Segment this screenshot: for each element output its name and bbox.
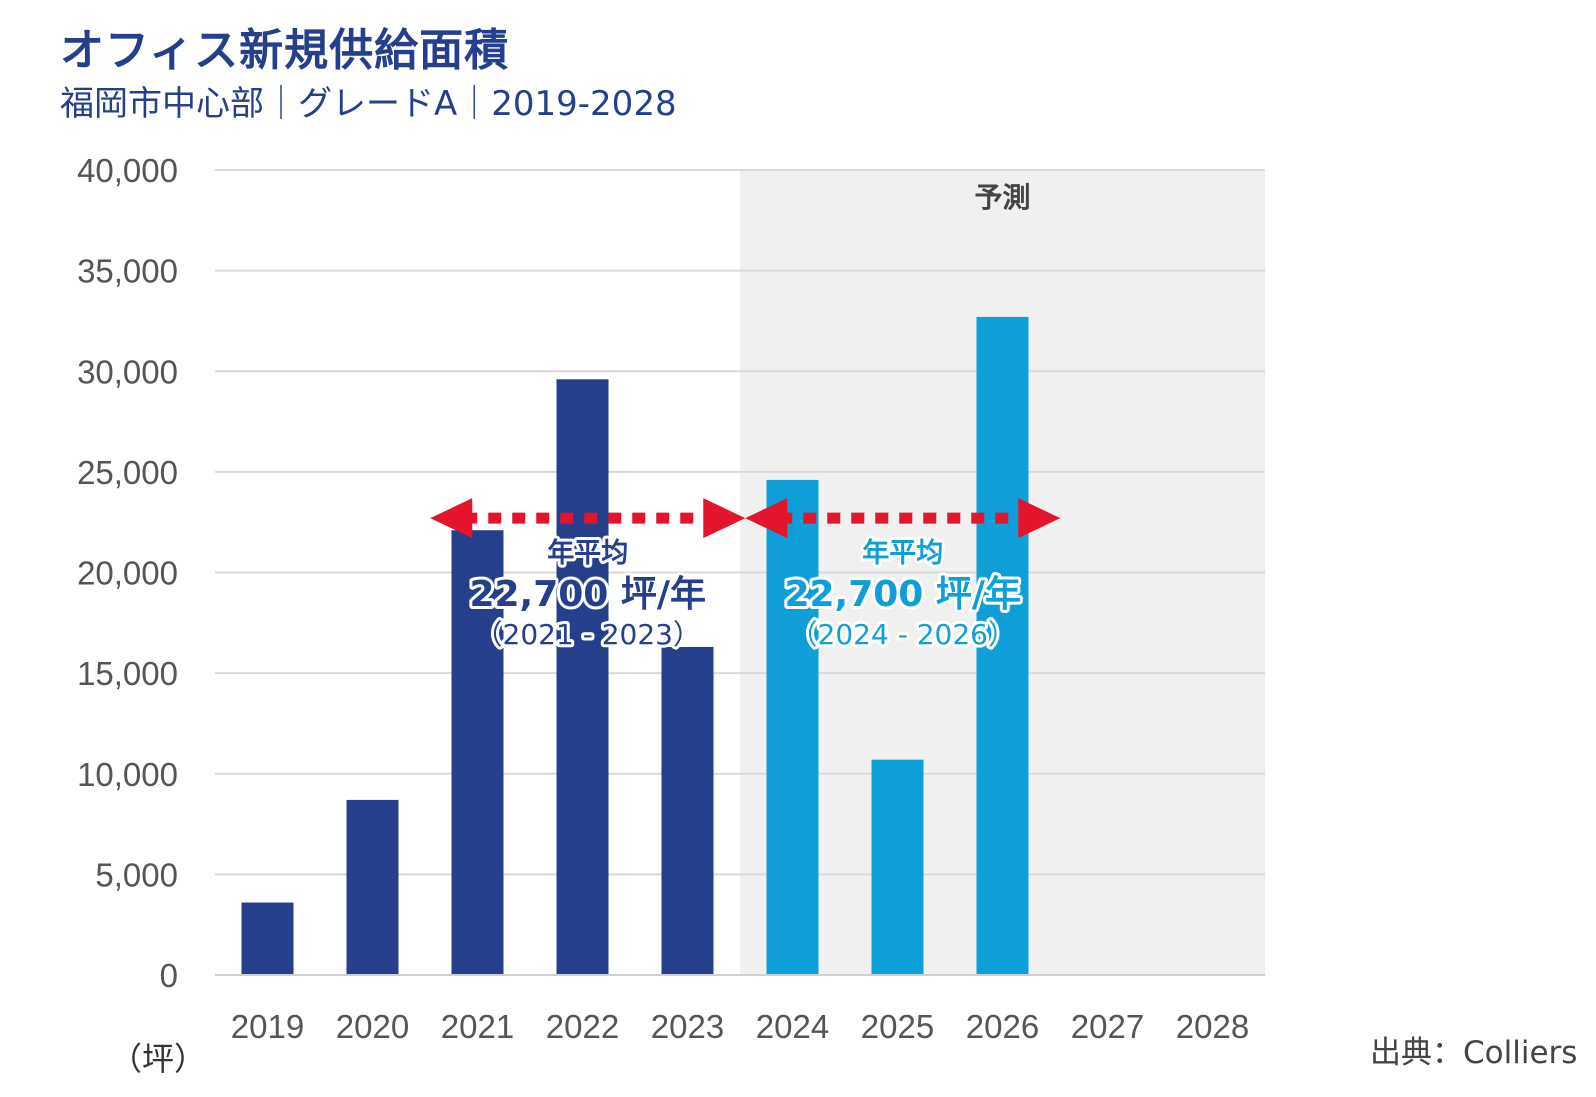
bar-2024 (766, 479, 819, 975)
x-tick-label: 2022 (546, 1008, 619, 1045)
x-tick-label: 2019 (231, 1008, 304, 1045)
forecast-label: 予測 (974, 181, 1030, 214)
avg-2-range: （2024 - 2026） (790, 618, 1016, 651)
x-tick-label: 2026 (966, 1008, 1039, 1045)
x-tick-label: 2021 (441, 1008, 514, 1045)
source-note: 出典：Colliers (1370, 1035, 1578, 1071)
y-tick-label: 5,000 (95, 856, 178, 893)
avg-1-arrow-head-left (430, 498, 473, 539)
bar-2022 (556, 379, 609, 975)
bar-2023 (661, 646, 714, 975)
x-tick-label: 2024 (756, 1008, 829, 1045)
x-tick-label: 2025 (861, 1008, 934, 1045)
avg-2-value: 22,700 坪/年 (784, 574, 1021, 615)
bar-2025 (871, 759, 924, 975)
y-tick-label: 40,000 (77, 152, 178, 189)
avg-1-arrow-head-right (703, 498, 746, 539)
x-tick-label: 2027 (1071, 1008, 1144, 1045)
avg-2-arrow-head-right (1018, 498, 1061, 539)
avg-2-label: 年平均 (862, 537, 943, 569)
bar-2020 (346, 799, 399, 975)
bar-2021 (451, 530, 504, 975)
bar-2019 (241, 902, 294, 975)
y-tick-label: 10,000 (77, 756, 178, 793)
chart-title: オフィス新規供給面積 (60, 25, 510, 76)
x-tick-label: 2020 (336, 1008, 409, 1045)
y-tick-label: 30,000 (77, 353, 178, 390)
avg-1-value: 22,700 坪/年 (469, 574, 706, 615)
avg-1-range: （2021 - 2023） (475, 618, 701, 651)
avg-2-arrow-head-left (745, 498, 788, 539)
y-axis-unit-label: （坪） (110, 1040, 207, 1078)
x-tick-label: 2028 (1176, 1008, 1249, 1045)
y-tick-label: 0 (160, 957, 178, 994)
x-tick-label: 2023 (651, 1008, 724, 1045)
y-tick-label: 35,000 (77, 253, 178, 290)
y-tick-label: 20,000 (77, 555, 178, 592)
avg-1-label: 年平均 (547, 537, 628, 569)
bar-2026 (976, 316, 1029, 976)
y-tick-label: 15,000 (77, 655, 178, 692)
y-tick-label: 25,000 (77, 454, 178, 491)
chart-subtitle: 福岡市中心部｜グレードA｜2019-2028 (60, 84, 677, 124)
